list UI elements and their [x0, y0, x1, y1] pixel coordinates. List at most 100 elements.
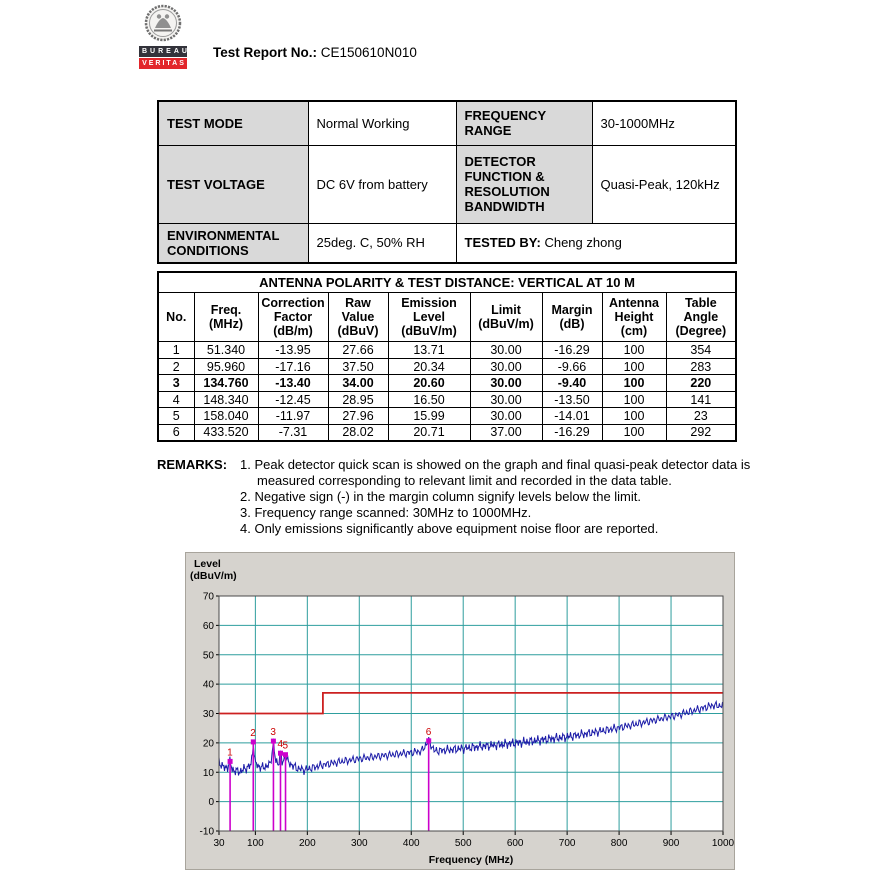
tested-by-value: Cheng zhong: [544, 235, 622, 250]
svg-text:800: 800: [611, 838, 628, 849]
table-cell: 34.00: [327, 374, 389, 392]
table-cell: 95.960: [193, 357, 259, 376]
frequency-range-label: FREQUENCY RANGE: [455, 100, 593, 146]
table-cell: 100: [601, 374, 667, 392]
table-row: 6 433.520 -7.31 28.02 20.71 37.00 -16.29 100 292: [157, 423, 737, 442]
tested-by-label: TESTED BY:: [464, 235, 541, 250]
table-cell: 283: [665, 357, 737, 376]
col-header-correction-factor: Correction Factor (dB/m): [257, 291, 329, 343]
bureau-veritas-emblem: [144, 4, 182, 42]
table-cell: 100: [601, 357, 667, 376]
svg-text:700: 700: [559, 838, 576, 849]
results-table-title: ANTENNA POLARITY & TEST DISTANCE: VERTIC…: [157, 271, 737, 293]
environmental-conditions-label: ENVIRONMENTAL CONDITIONS: [157, 222, 309, 263]
table-cell: 158.040: [193, 407, 259, 425]
table-cell: 51.340: [193, 341, 259, 359]
table-cell: -12.45: [257, 390, 329, 409]
results-header-row: No. Freq. (MHz) Correction Factor (dB/m)…: [157, 291, 737, 343]
svg-text:70: 70: [203, 592, 215, 603]
svg-text:Level: Level: [194, 558, 221, 570]
table-cell: 20.71: [387, 423, 471, 442]
emission-results-table: ANTENNA POLARITY & TEST DISTANCE: VERTIC…: [157, 271, 738, 442]
detector-function-label: DETECTOR FUNCTION & RESOLUTION BANDWIDTH: [455, 144, 593, 224]
test-conditions-table: TEST MODE Normal Working FREQUENCY RANGE…: [157, 100, 737, 264]
table-cell: 433.520: [193, 423, 259, 442]
test-voltage-value: DC 6V from battery: [307, 144, 457, 224]
svg-text:900: 900: [663, 838, 680, 849]
report-number-label: Test Report No.:: [213, 45, 317, 60]
col-header-margin: Margin (dB): [541, 291, 603, 343]
logo-bureau-text: BUREAU: [139, 46, 187, 57]
table-cell: 2: [157, 357, 195, 376]
table-row: 1 51.340 -13.95 27.66 13.71 30.00 -16.29 100 354: [157, 341, 737, 359]
table-cell: -13.50: [541, 390, 603, 409]
environmental-conditions-value: 25deg. C, 50% RH: [307, 222, 457, 263]
svg-text:4: 4: [278, 739, 284, 750]
svg-text:1000: 1000: [712, 838, 735, 849]
results-tbody: 1 51.340 -13.95 27.66 13.71 30.00 -16.29 100 354…: [157, 341, 737, 442]
table-cell: 4: [157, 390, 195, 409]
table-cell: -9.40: [541, 374, 603, 392]
col-header-limit: Limit (dBuV/m): [469, 291, 543, 343]
svg-text:30: 30: [213, 838, 225, 849]
table-cell: 27.66: [327, 341, 389, 359]
table-cell: -7.31: [257, 423, 329, 442]
table-cell: 1: [157, 341, 195, 359]
svg-text:2: 2: [250, 728, 256, 739]
table-cell: 28.95: [327, 390, 389, 409]
table-cell: 37.50: [327, 357, 389, 376]
svg-text:5: 5: [283, 741, 289, 752]
emissions-chart-panel: 70 60 50 40 30 20 10 0 -10 30 100 200 300 400 500 600 70…: [185, 552, 735, 870]
table-cell: 37.00: [469, 423, 543, 442]
test-mode-value: Normal Working: [307, 100, 457, 146]
remark-item: 4. Only emissions significantly above eq…: [240, 521, 659, 537]
table-cell: 141: [665, 390, 737, 409]
svg-text:-10: -10: [200, 827, 215, 838]
table-cell: 13.71: [387, 341, 471, 359]
svg-text:Frequency (MHz): Frequency (MHz): [429, 854, 514, 866]
col-header-antenna-height: Antenna Height (cm): [601, 291, 667, 343]
test-voltage-label: TEST VOLTAGE: [157, 144, 309, 224]
svg-text:0: 0: [208, 797, 214, 808]
tested-by-cell: TESTED BY: Cheng zhong: [455, 222, 737, 263]
svg-text:6: 6: [426, 727, 432, 738]
table-cell: 23: [665, 407, 737, 425]
table-cell: 30.00: [469, 374, 543, 392]
table-cell: -13.95: [257, 341, 329, 359]
table-row: 4 148.340 -12.45 28.95 16.50 30.00 -13.50 100 14…: [157, 390, 737, 409]
svg-text:1: 1: [227, 747, 233, 758]
table-cell: 220: [665, 374, 737, 392]
table-row: 2 95.960 -17.16 37.50 20.34 30.00 -9.66 100 283: [157, 357, 737, 376]
table-cell: 30.00: [469, 341, 543, 359]
svg-text:400: 400: [403, 838, 420, 849]
remarks-list: 1. Peak detector quick scan is showed on…: [240, 457, 775, 538]
table-cell: 6: [157, 423, 195, 442]
svg-text:50: 50: [203, 650, 215, 661]
col-header-no: No.: [157, 291, 195, 343]
table-cell: -13.40: [257, 374, 329, 392]
report-number-line: Test Report No.: CE150610N010: [213, 45, 417, 60]
svg-text:(dBuV/m): (dBuV/m): [190, 570, 237, 582]
svg-text:40: 40: [203, 680, 215, 691]
table-cell: 134.760: [193, 374, 259, 392]
svg-text:10: 10: [203, 768, 215, 779]
remarks-section: REMARKS: 1. Peak detector quick scan is …: [157, 457, 777, 538]
table-cell: 30.00: [469, 407, 543, 425]
table-cell: 20.34: [387, 357, 471, 376]
svg-text:3: 3: [270, 727, 276, 738]
table-cell: 148.340: [193, 390, 259, 409]
table-cell: 354: [665, 341, 737, 359]
col-header-emission-level: Emission Level (dBuV/m): [387, 291, 471, 343]
bureau-veritas-logo: BUREAU VERITAS: [139, 2, 187, 69]
table-cell: -16.29: [541, 423, 603, 442]
table-cell: 3: [157, 374, 195, 392]
table-cell: -16.29: [541, 341, 603, 359]
test-mode-label: TEST MODE: [157, 100, 309, 146]
table-cell: -9.66: [541, 357, 603, 376]
table-row: 3 134.760 -13.40 34.00 20.60 30.00 -9.40 100 220: [157, 374, 737, 392]
table-cell: -14.01: [541, 407, 603, 425]
table-cell: 16.50: [387, 390, 471, 409]
table-cell: 100: [601, 423, 667, 442]
table-cell: 100: [601, 407, 667, 425]
